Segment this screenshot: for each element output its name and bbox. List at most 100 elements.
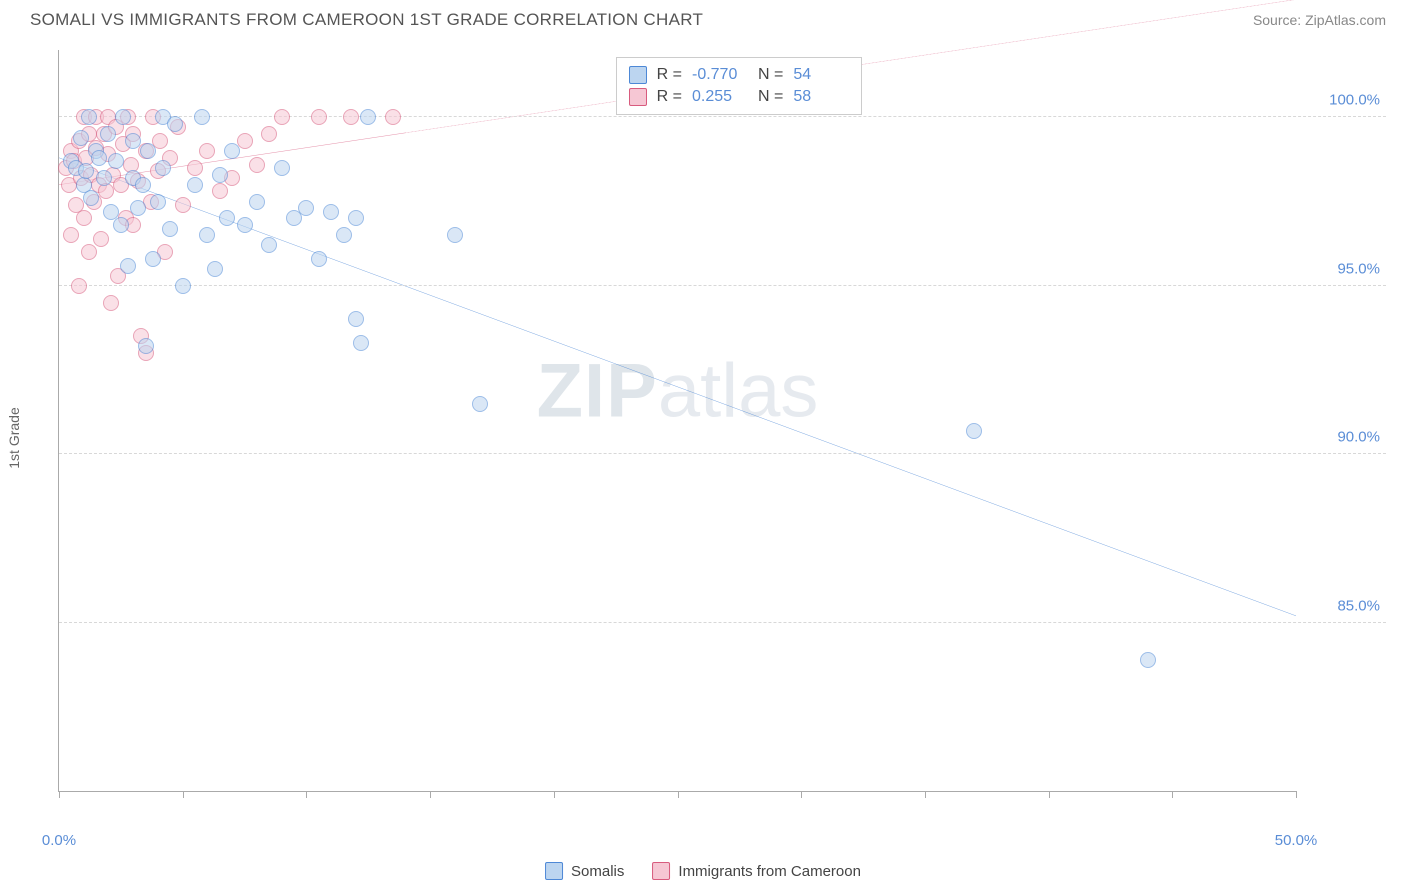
scatter-point bbox=[249, 157, 265, 173]
scatter-point bbox=[155, 160, 171, 176]
scatter-point bbox=[113, 217, 129, 233]
scatter-point bbox=[212, 167, 228, 183]
scatter-point bbox=[138, 338, 154, 354]
legend-swatch bbox=[545, 862, 563, 880]
scatter-point bbox=[145, 251, 161, 267]
scatter-point bbox=[135, 177, 151, 193]
stats-legend-row: R = 0.255 N = 58 bbox=[629, 86, 850, 108]
scatter-point bbox=[348, 311, 364, 327]
scatter-point bbox=[298, 200, 314, 216]
scatter-point bbox=[73, 130, 89, 146]
scatter-point bbox=[98, 183, 114, 199]
legend-label: Immigrants from Cameroon bbox=[678, 863, 861, 880]
trend-lines-svg bbox=[59, 50, 1296, 791]
scatter-point bbox=[249, 194, 265, 210]
scatter-point bbox=[472, 396, 488, 412]
gridline-horizontal bbox=[59, 453, 1386, 454]
scatter-point bbox=[385, 109, 401, 125]
stat-n-label: N = bbox=[758, 88, 783, 106]
legend-swatch bbox=[629, 88, 647, 106]
scatter-point bbox=[78, 163, 94, 179]
x-tick bbox=[1172, 791, 1173, 798]
y-axis-label: 1st Grade bbox=[6, 407, 22, 468]
plot-area: ZIPatlas R =-0.770N =54R =0.255N =58 85.… bbox=[58, 50, 1296, 792]
scatter-point bbox=[207, 261, 223, 277]
x-tick bbox=[183, 791, 184, 798]
scatter-point bbox=[261, 237, 277, 253]
y-tick-label: 90.0% bbox=[1337, 429, 1380, 446]
scatter-point bbox=[336, 227, 352, 243]
gridline-horizontal bbox=[59, 285, 1386, 286]
legend-item: Immigrants from Cameroon bbox=[652, 862, 861, 880]
scatter-point bbox=[237, 217, 253, 233]
scatter-point bbox=[343, 109, 359, 125]
scatter-point bbox=[150, 194, 166, 210]
watermark-part2: atlas bbox=[658, 348, 819, 433]
scatter-point bbox=[93, 231, 109, 247]
scatter-point bbox=[348, 210, 364, 226]
x-tick bbox=[801, 791, 802, 798]
x-tick-label: 0.0% bbox=[42, 832, 76, 849]
scatter-point bbox=[130, 200, 146, 216]
x-tick bbox=[925, 791, 926, 798]
scatter-point bbox=[71, 278, 87, 294]
chart-container: ZIPatlas R =-0.770N =54R =0.255N =58 85.… bbox=[50, 50, 1386, 852]
scatter-point bbox=[311, 109, 327, 125]
scatter-point bbox=[125, 133, 141, 149]
stat-r-value: -0.770 bbox=[692, 66, 748, 84]
scatter-point bbox=[108, 153, 124, 169]
scatter-point bbox=[162, 221, 178, 237]
scatter-point bbox=[120, 258, 136, 274]
watermark: ZIPatlas bbox=[537, 347, 819, 434]
chart-title: SOMALI VS IMMIGRANTS FROM CAMEROON 1ST G… bbox=[30, 10, 703, 30]
scatter-point bbox=[187, 177, 203, 193]
scatter-point bbox=[76, 210, 92, 226]
stat-r-value: 0.255 bbox=[692, 88, 748, 106]
scatter-point bbox=[360, 109, 376, 125]
scatter-point bbox=[199, 227, 215, 243]
scatter-point bbox=[100, 126, 116, 142]
scatter-point bbox=[212, 183, 228, 199]
x-tick-label: 50.0% bbox=[1275, 832, 1318, 849]
scatter-point bbox=[81, 109, 97, 125]
scatter-point bbox=[187, 160, 203, 176]
scatter-point bbox=[1140, 652, 1156, 668]
scatter-point bbox=[311, 251, 327, 267]
scatter-point bbox=[274, 160, 290, 176]
stat-n-value: 58 bbox=[793, 88, 849, 106]
scatter-point bbox=[63, 227, 79, 243]
scatter-point bbox=[323, 204, 339, 220]
scatter-point bbox=[274, 109, 290, 125]
scatter-point bbox=[115, 109, 131, 125]
scatter-point bbox=[96, 170, 112, 186]
legend-label: Somalis bbox=[571, 863, 624, 880]
scatter-point bbox=[175, 278, 191, 294]
series-legend: Somalis Immigrants from Cameroon bbox=[545, 862, 861, 880]
scatter-point bbox=[261, 126, 277, 142]
scatter-point bbox=[140, 143, 156, 159]
scatter-point bbox=[194, 109, 210, 125]
scatter-point bbox=[447, 227, 463, 243]
scatter-point bbox=[167, 116, 183, 132]
scatter-point bbox=[83, 190, 99, 206]
legend-swatch bbox=[629, 66, 647, 84]
stats-legend: R =-0.770N =54R =0.255N =58 bbox=[616, 57, 863, 115]
y-tick-label: 100.0% bbox=[1329, 92, 1380, 109]
x-tick bbox=[678, 791, 679, 798]
scatter-point bbox=[353, 335, 369, 351]
stat-r-label: R = bbox=[657, 66, 682, 84]
x-tick bbox=[59, 791, 60, 798]
scatter-point bbox=[199, 143, 215, 159]
scatter-point bbox=[219, 210, 235, 226]
scatter-point bbox=[175, 197, 191, 213]
y-tick-label: 85.0% bbox=[1337, 597, 1380, 614]
x-tick bbox=[430, 791, 431, 798]
x-tick bbox=[554, 791, 555, 798]
legend-item: Somalis bbox=[545, 862, 624, 880]
stat-r-label: R = bbox=[657, 88, 682, 106]
source-attribution: Source: ZipAtlas.com bbox=[1253, 12, 1386, 28]
stat-n-label: N = bbox=[758, 66, 783, 84]
x-tick bbox=[306, 791, 307, 798]
gridline-horizontal bbox=[59, 622, 1386, 623]
x-tick bbox=[1049, 791, 1050, 798]
